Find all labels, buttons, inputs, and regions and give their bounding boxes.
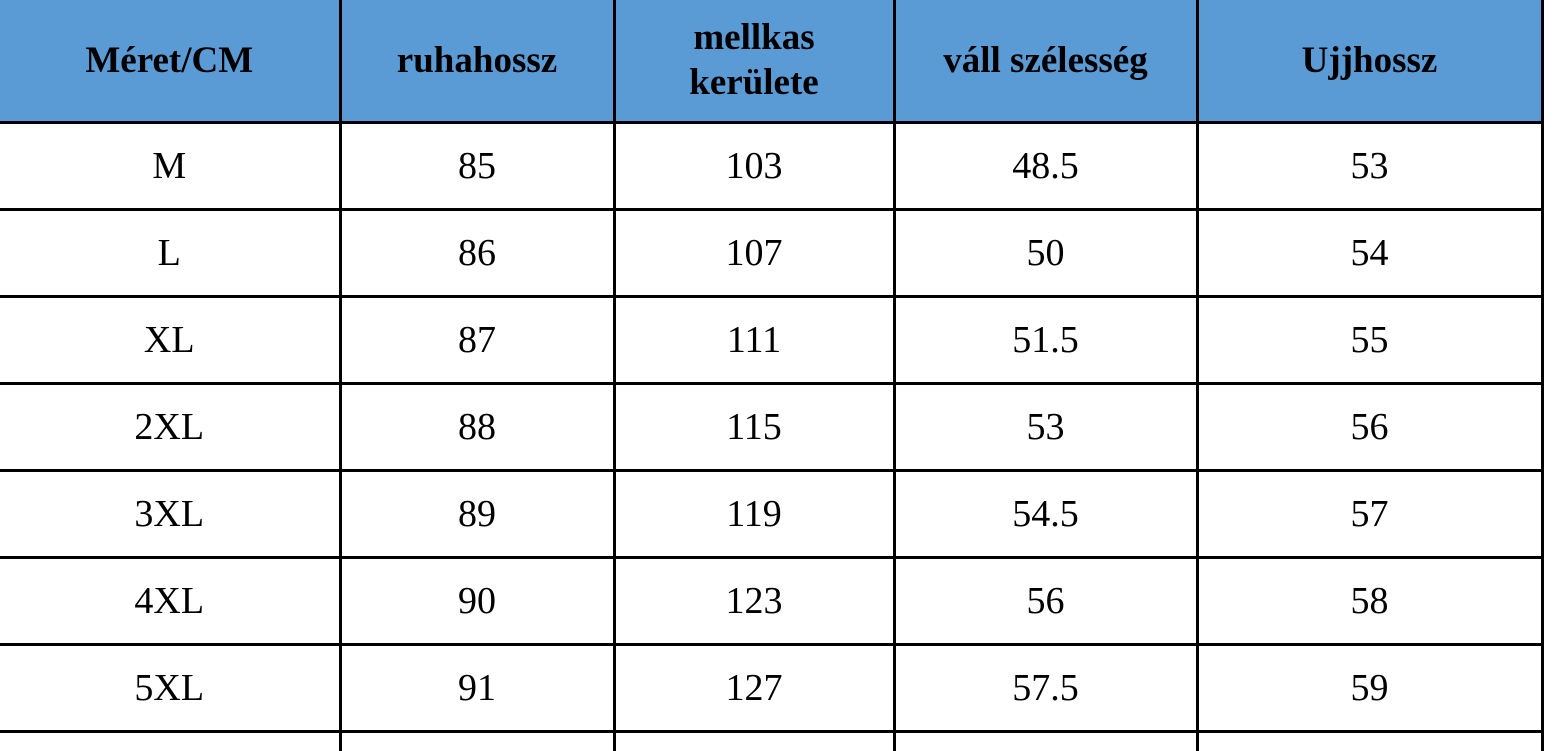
cell-size: 2XL xyxy=(0,383,342,472)
table-row: 5XL 91 127 57.5 59 xyxy=(0,644,1544,733)
cell-sleeve: 57 xyxy=(1197,470,1544,559)
cell-length: 91 xyxy=(340,644,616,733)
cell-shoulder: 57.5 xyxy=(894,644,1199,733)
cell-sleeve: 53 xyxy=(1197,122,1544,211)
cell-chest: 111 xyxy=(614,296,896,385)
column-header-size: Méret/CM xyxy=(0,0,342,124)
column-header-shoulder-line-1: váll szélesség xyxy=(943,39,1148,81)
column-header-length: ruhahossz xyxy=(340,0,616,124)
column-header-chest-line-2: kerülete xyxy=(689,62,819,104)
cell-length: 89 xyxy=(340,470,616,559)
column-header-length-line-1: ruhahossz xyxy=(396,39,558,81)
cell-size: L xyxy=(0,209,342,298)
table-row: 2XL 88 115 53 56 xyxy=(0,383,1544,472)
cell-size xyxy=(0,731,342,751)
cell-size: M xyxy=(0,122,342,211)
cell-sleeve: 54 xyxy=(1197,209,1544,298)
cell-length: 86 xyxy=(340,209,616,298)
cell-shoulder: 51.5 xyxy=(894,296,1199,385)
cell-shoulder: 56 xyxy=(894,557,1199,646)
table-row: XL 87 111 51.5 55 xyxy=(0,296,1544,385)
cell-sleeve: 56 xyxy=(1197,383,1544,472)
cell-length: 88 xyxy=(340,383,616,472)
cell-size: 5XL xyxy=(0,644,342,733)
cell-length: 87 xyxy=(340,296,616,385)
cell-chest: 103 xyxy=(614,122,896,211)
cell-shoulder: 48.5 xyxy=(894,122,1199,211)
table-body: M 85 103 48.5 53 L 86 107 50 54 XL 87 11… xyxy=(0,122,1544,751)
cell-chest: 107 xyxy=(614,209,896,298)
cell-shoulder: 54.5 xyxy=(894,470,1199,559)
table-header: Méret/CM ruhahossz mellkas kerülete váll… xyxy=(0,0,1544,124)
cell-length xyxy=(340,731,616,751)
cell-sleeve: 55 xyxy=(1197,296,1544,385)
cell-size: XL xyxy=(0,296,342,385)
column-header-chest-line-1: mellkas xyxy=(693,17,815,59)
cell-chest: 119 xyxy=(614,470,896,559)
column-header-size-line-1: Méret/CM xyxy=(85,39,254,81)
cell-size: 4XL xyxy=(0,557,342,646)
cell-shoulder xyxy=(894,731,1199,751)
cell-chest: 127 xyxy=(614,644,896,733)
cell-size: 3XL xyxy=(0,470,342,559)
cell-chest: 115 xyxy=(614,383,896,472)
cell-chest: 123 xyxy=(614,557,896,646)
table-row: L 86 107 50 54 xyxy=(0,209,1544,298)
cell-length: 90 xyxy=(340,557,616,646)
table-row-partial xyxy=(0,731,1544,751)
cell-shoulder: 50 xyxy=(894,209,1199,298)
table-row: 4XL 90 123 56 58 xyxy=(0,557,1544,646)
table-row: 3XL 89 119 54.5 57 xyxy=(0,470,1544,559)
cell-shoulder: 53 xyxy=(894,383,1199,472)
header-row: Méret/CM ruhahossz mellkas kerülete váll… xyxy=(0,0,1544,124)
table-row: M 85 103 48.5 53 xyxy=(0,122,1544,211)
column-header-shoulder: váll szélesség xyxy=(894,0,1199,124)
column-header-sleeve-line-1: Ujjhossz xyxy=(1301,39,1438,81)
cell-sleeve: 59 xyxy=(1197,644,1544,733)
cell-chest xyxy=(614,731,896,751)
column-header-chest: mellkas kerülete xyxy=(614,0,896,124)
cell-sleeve: 58 xyxy=(1197,557,1544,646)
column-header-sleeve: Ujjhossz xyxy=(1197,0,1544,124)
cell-length: 85 xyxy=(340,122,616,211)
cell-sleeve xyxy=(1197,731,1544,751)
